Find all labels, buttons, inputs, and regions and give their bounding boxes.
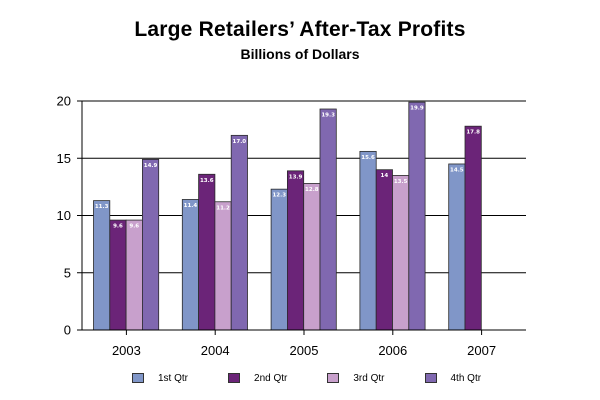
bar-2007-1st-qtr: [448, 163, 466, 331]
bar-2007-2nd-qtr: [464, 125, 482, 331]
data-label-2004-4th-qtr: 17.0: [233, 139, 247, 145]
legend-label-2nd-qtr: 2nd Qtr: [254, 372, 288, 384]
x-tick-label-2004: 2004: [201, 343, 230, 358]
y-tick-label-15: 15: [57, 151, 71, 166]
y-tick-label-5: 5: [64, 265, 71, 280]
bars: [93, 101, 482, 331]
bar-2004-4th-qtr: [230, 134, 248, 331]
data-label-2006-1st-qtr: 15.6: [361, 155, 375, 161]
x-tick-label-2007: 2007: [467, 343, 496, 358]
bar-2005-1st-qtr: [270, 188, 288, 331]
bar-2006-3rd-qtr: [392, 175, 410, 331]
bar-2006-2nd-qtr: [375, 169, 393, 331]
legend-swatch-4th-qtr: [424, 373, 437, 383]
chart-title: Large Retailers’ After-Tax Profits: [134, 18, 466, 41]
legend-label-1st-qtr: 1st Qtr: [158, 372, 189, 384]
legend: 1st Qtr 2nd Qtr 3rd Qtr 4th Qtr: [132, 371, 521, 385]
bar-2003-1st-qtr: [93, 200, 111, 331]
legend-item-2nd-qtr: 2nd Qtr: [228, 373, 287, 384]
data-label-2005-4th-qtr: 19.3: [321, 113, 335, 119]
data-label-2005-1st-qtr: 12.3: [272, 193, 286, 199]
legend-swatch-2nd-qtr: [228, 373, 241, 383]
bar-2005-2nd-qtr: [286, 170, 305, 331]
data-label-2004-3rd-qtr: 11.2: [216, 205, 230, 211]
bar-2005-4th-qtr: [319, 108, 337, 331]
data-label-2007-2nd-qtr: 17.8: [466, 130, 480, 136]
data-label-2005-3rd-qtr: 12.8: [305, 187, 319, 193]
x-tick-label-2003: 2003: [112, 343, 141, 358]
x-tick-label-2006: 2006: [378, 343, 407, 358]
data-label-2006-3rd-qtr: 13.5: [394, 179, 408, 185]
bar-2003-4th-qtr: [141, 158, 160, 331]
bar-2006-1st-qtr: [359, 150, 377, 331]
legend-label-3rd-qtr: 3rd Qtr: [353, 372, 385, 384]
legend-item-4th-qtr: 4th Qtr: [424, 372, 482, 384]
bar-2005-3rd-qtr: [303, 183, 321, 331]
bar-2003-3rd-qtr: [125, 219, 143, 331]
chart-subtitle: Billions of Dollars: [240, 46, 360, 62]
legend-swatch-3rd-qtr: [327, 373, 340, 383]
legend-label-4th-qtr: 4th Qtr: [450, 372, 482, 384]
data-label-2003-1st-qtr: 11.3: [95, 204, 109, 210]
data-label-2004-1st-qtr: 11.4: [184, 203, 198, 209]
data-labels: 11.3 9.6 9.6 14.9 11.4 13.6 11.2 17.0 12.3 13.9 12…: [95, 106, 480, 230]
data-label-2006-2nd-qtr: 14: [381, 173, 389, 179]
data-label-2005-2nd-qtr: 13.9: [289, 174, 303, 180]
bar-2003-2nd-qtr: [109, 219, 127, 331]
bar-2004-3rd-qtr: [214, 201, 232, 331]
x-tick-label-2005: 2005: [290, 343, 319, 358]
legend-swatch-1st-qtr: [132, 373, 144, 383]
axes: 0 5 10 15 20 2003 2004 2005 2006 2007: [57, 94, 526, 358]
y-tick-label-0: 0: [64, 323, 71, 338]
bar-2004-1st-qtr: [181, 199, 200, 331]
data-label-2003-4th-qtr: 14.9: [144, 163, 158, 169]
legend-item-3rd-qtr: 3rd Qtr: [327, 372, 385, 384]
legend-item-1st-qtr: 1st Qtr: [132, 373, 188, 384]
data-label-2003-2nd-qtr: 9.6: [113, 224, 123, 230]
bar-2006-4th-qtr: [408, 101, 426, 331]
data-label-2006-4th-qtr: 19.9: [410, 106, 424, 112]
bar-2004-2nd-qtr: [198, 173, 216, 331]
data-label-2007-1st-qtr: 14.5: [450, 167, 464, 173]
y-tick-label-20: 20: [57, 94, 71, 109]
data-label-2004-2nd-qtr: 13.6: [200, 178, 214, 184]
y-tick-label-10: 10: [57, 208, 71, 223]
data-label-2003-3rd-qtr: 9.6: [129, 224, 139, 230]
